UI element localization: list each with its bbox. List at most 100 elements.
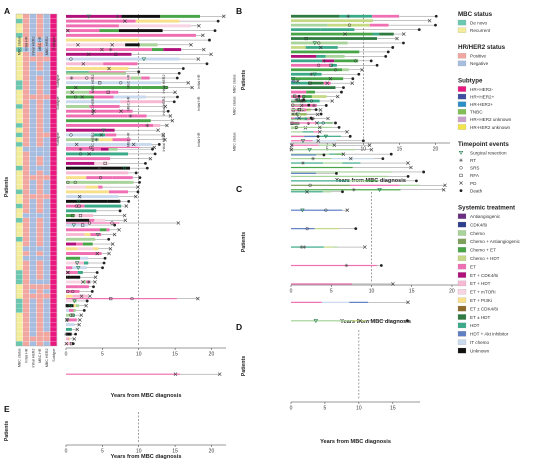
end-marker — [145, 166, 149, 170]
column-label: Initial HER2 — [162, 133, 166, 152]
heatmap-cell — [43, 13, 50, 19]
heatmap-cell — [43, 80, 50, 86]
end-marker — [95, 271, 99, 274]
end-marker — [197, 24, 201, 28]
heatmap-cell — [50, 341, 57, 347]
heatmap-cell — [29, 270, 37, 275]
heatmap-cell — [22, 322, 30, 328]
event-marker — [341, 152, 346, 156]
treatment-segment — [291, 153, 330, 155]
treatment-segment — [291, 189, 401, 191]
treatment-segment — [351, 320, 367, 322]
event-marker — [108, 47, 113, 52]
heatmap-cell — [50, 289, 57, 294]
heatmap-cell — [43, 160, 50, 166]
heatmap-cell — [50, 198, 57, 204]
legend-swatch — [457, 19, 467, 26]
heatmap-cell — [29, 303, 37, 309]
column-label: Initial HR — [197, 74, 201, 89]
heatmap-cell — [43, 70, 50, 76]
heatmap-cell — [15, 232, 23, 237]
treatment-segment — [291, 90, 307, 94]
end-marker — [122, 213, 127, 218]
treatment-segment — [98, 185, 103, 189]
heatmap-cell — [36, 70, 44, 76]
end-marker — [379, 264, 383, 267]
heatmap-cell — [36, 194, 44, 200]
treatment-segment — [106, 228, 110, 232]
heatmap-cell — [22, 270, 30, 275]
heatmap-cell — [36, 255, 44, 261]
treatment-segment — [141, 86, 169, 89]
treatment-segment — [66, 190, 109, 194]
heatmap-cell — [43, 274, 50, 280]
heatmap-cell — [15, 274, 23, 280]
heatmap-cell — [29, 146, 37, 152]
heatmap-cell — [43, 165, 50, 171]
legend-marker — [459, 173, 463, 177]
heatmap-cell — [50, 284, 57, 290]
column-label: Subtype — [52, 348, 56, 361]
treatment-segment — [89, 105, 120, 108]
treatment-segment — [66, 152, 129, 156]
column-label: Initial HR — [24, 36, 28, 51]
heatmap-cell — [29, 312, 37, 318]
column-label: MBC HER2 — [91, 75, 95, 94]
event-marker — [145, 123, 150, 128]
heatmap-cell — [15, 66, 23, 71]
legend-label: TNBC — [470, 110, 483, 115]
end-marker — [107, 251, 111, 256]
treatment-segment — [318, 144, 335, 146]
treatment-segment — [291, 166, 353, 169]
treatment-segment — [66, 252, 102, 255]
treatment-segment — [153, 123, 161, 127]
event-marker — [88, 145, 93, 150]
treatment-segment — [291, 100, 296, 102]
heatmap-cell — [29, 80, 37, 86]
heatmap-cell — [22, 123, 30, 128]
event-marker — [324, 208, 328, 212]
end-marker — [136, 190, 140, 194]
heatmap-cell — [29, 13, 37, 19]
heatmap-cell — [15, 89, 23, 95]
treatment-segment — [291, 108, 305, 111]
heatmap-cell — [43, 123, 50, 128]
heatmap-cell — [36, 146, 44, 152]
treatment-segment — [72, 266, 87, 270]
heatmap-cell — [22, 307, 30, 313]
heatmap-cell — [15, 175, 23, 181]
treatment-segment — [118, 24, 191, 28]
event-marker — [291, 112, 295, 116]
event-marker — [110, 43, 115, 47]
heatmap-cell — [29, 179, 37, 185]
treatment-segment — [66, 204, 85, 208]
event-marker — [117, 199, 121, 203]
treatment-segment — [339, 14, 373, 18]
heatmap-cell — [22, 298, 30, 304]
end-marker — [208, 38, 211, 42]
event-marker — [73, 180, 77, 185]
heatmap-cell — [43, 94, 50, 100]
treatment-segment — [85, 185, 99, 189]
heatmap-cell — [29, 56, 37, 62]
treatment-segment — [66, 114, 128, 118]
heatmap-cell — [15, 151, 23, 157]
heatmap-cell — [36, 137, 44, 143]
end-marker — [72, 337, 77, 341]
heatmap-cell — [22, 104, 30, 109]
heatmap-cell — [50, 331, 57, 337]
heatmap-cell — [36, 326, 44, 332]
event-marker — [97, 166, 102, 170]
treatment-segment — [320, 28, 355, 31]
heatmap-cell — [36, 265, 44, 271]
treatment-segment — [89, 218, 95, 222]
heatmap-cell — [36, 208, 44, 214]
heatmap-cell — [43, 175, 50, 181]
heatmap-cell — [29, 123, 37, 128]
heatmap-cell — [15, 336, 23, 342]
heatmap-cell — [29, 274, 37, 280]
legend-label: PD — [470, 181, 477, 186]
event-marker — [109, 297, 113, 301]
event-marker — [131, 142, 136, 147]
heatmap-cell — [22, 151, 30, 157]
